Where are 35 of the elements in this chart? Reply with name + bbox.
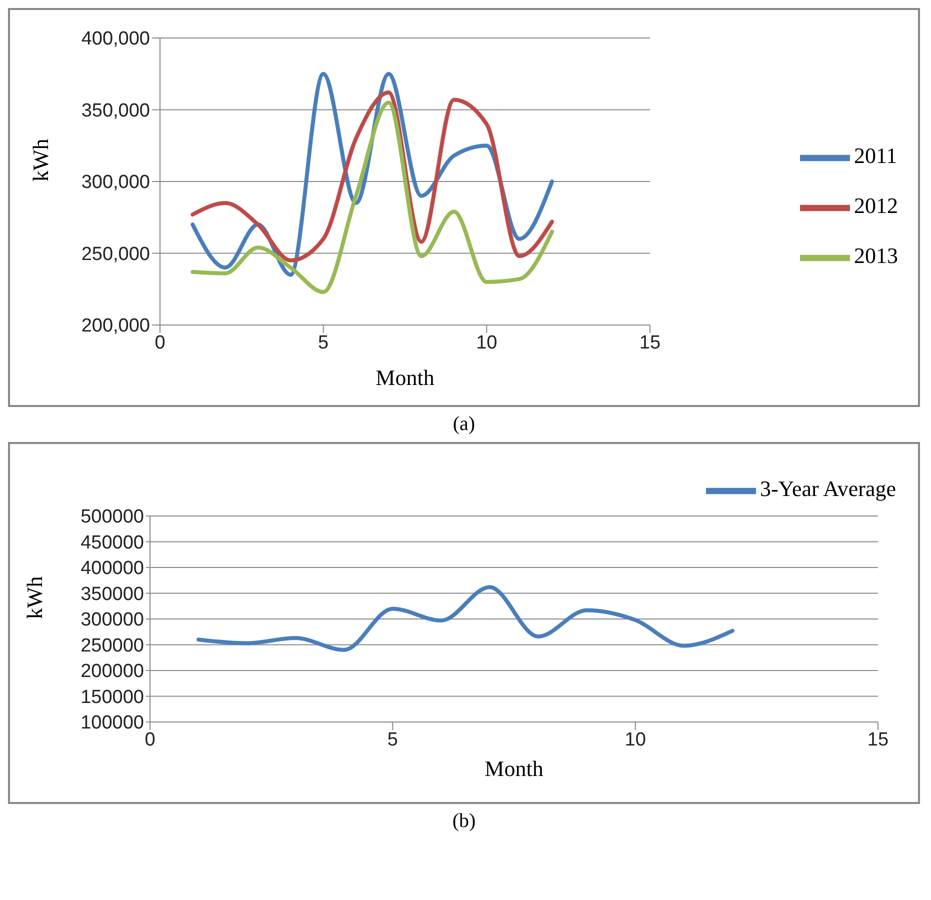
x-tick-label: 10 [624, 729, 646, 750]
y-tick-label: 200,000 [81, 316, 150, 337]
y-axis-title: kWh [28, 138, 53, 182]
x-axis-title: Month [484, 756, 544, 781]
y-tick-label: 200000 [80, 661, 144, 682]
legend-label: 2012 [854, 192, 898, 218]
y-tick-label: 150000 [80, 686, 144, 708]
y-tick-label: 450000 [80, 532, 144, 554]
x-tick-label: 5 [318, 332, 329, 354]
y-tick-label: 350,000 [81, 100, 150, 122]
y-axis-title: kWh [22, 576, 47, 619]
x-axis-title: Month [376, 365, 434, 390]
y-tick-label: 500000 [80, 506, 144, 528]
y-tick-label: 300000 [80, 610, 144, 631]
y-tick-label: 300,000 [81, 172, 150, 194]
text: (a) [452, 413, 476, 436]
y-tick-label: 350000 [80, 584, 144, 605]
x-tick-label: 15 [867, 729, 889, 750]
x-tick-label: 0 [144, 729, 156, 750]
legend-label: 2013 [854, 242, 898, 268]
x-tick-label: 0 [154, 332, 166, 354]
y-tick-label: 400,000 [81, 28, 150, 50]
y-tick-label: 250000 [80, 635, 144, 656]
text: (b) [451, 810, 477, 833]
y-tick-label: 100000 [80, 712, 144, 734]
x-tick-label: 5 [387, 729, 398, 750]
line-series [190, 90, 554, 262]
y-tick-label: 250,000 [81, 244, 150, 265]
line-series [196, 585, 734, 652]
legend-label: 2011 [854, 142, 898, 168]
y-tick-label: 400000 [80, 558, 144, 580]
line-series [190, 100, 554, 294]
x-tick-label: 15 [639, 332, 661, 354]
legend-label: 3-Year Average [760, 476, 896, 502]
x-tick-label: 10 [476, 332, 498, 354]
